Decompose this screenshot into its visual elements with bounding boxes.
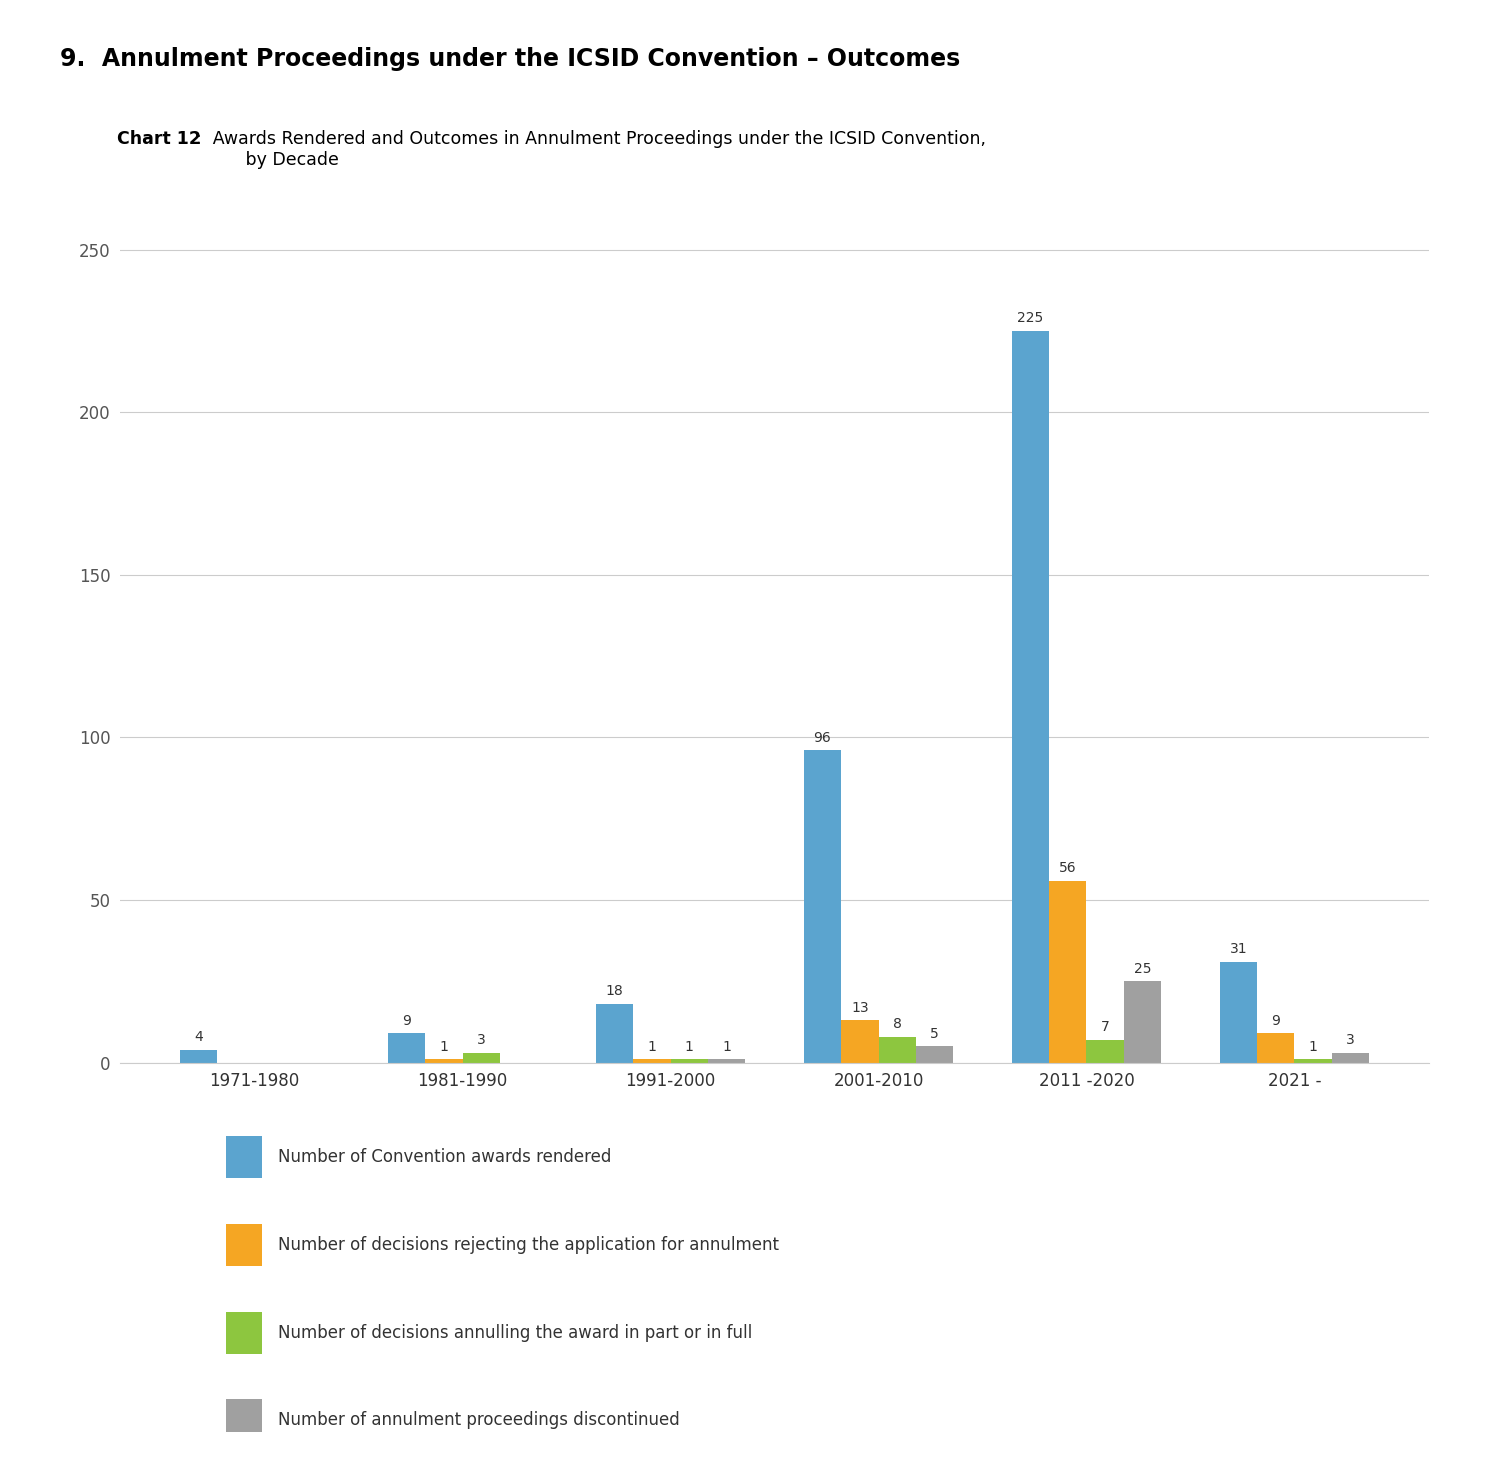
- Bar: [1123, 982, 1161, 1063]
- Text: 56: 56: [1059, 861, 1077, 875]
- Text: Number of decisions rejecting the application for annulment: Number of decisions rejecting the applic…: [278, 1235, 779, 1255]
- Text: Number of annulment proceedings discontinued: Number of annulment proceedings disconti…: [278, 1411, 680, 1429]
- Text: 13: 13: [851, 1001, 869, 1014]
- Bar: [1220, 962, 1257, 1063]
- Text: :  Awards Rendered and Outcomes in Annulment Proceedings under the ICSID Convent: : Awards Rendered and Outcomes in Annulm…: [196, 130, 985, 168]
- Text: Chart 12: Chart 12: [117, 130, 202, 148]
- Text: 25: 25: [1134, 961, 1152, 976]
- Text: 5: 5: [931, 1027, 938, 1041]
- Text: 96: 96: [814, 731, 832, 744]
- Bar: [180, 1049, 217, 1063]
- Bar: [1257, 1033, 1295, 1063]
- Bar: [226, 1399, 262, 1442]
- Bar: [426, 1060, 463, 1063]
- Text: 1: 1: [722, 1039, 731, 1054]
- Bar: [226, 1312, 262, 1353]
- Bar: [226, 1224, 262, 1266]
- Bar: [633, 1060, 671, 1063]
- Bar: [803, 750, 841, 1063]
- Text: 3: 3: [477, 1033, 486, 1046]
- Text: Number of Convention awards rendered: Number of Convention awards rendered: [278, 1148, 612, 1166]
- Bar: [1012, 331, 1050, 1063]
- Text: 3: 3: [1346, 1033, 1355, 1046]
- Text: 1: 1: [647, 1039, 656, 1054]
- Bar: [1050, 881, 1086, 1063]
- Bar: [1295, 1060, 1333, 1063]
- Bar: [388, 1033, 426, 1063]
- Text: 225: 225: [1017, 311, 1044, 325]
- Text: 31: 31: [1229, 942, 1247, 956]
- Bar: [1086, 1041, 1123, 1063]
- Text: Number of decisions annulling the award in part or in full: Number of decisions annulling the award …: [278, 1324, 752, 1342]
- Bar: [671, 1060, 708, 1063]
- Bar: [878, 1036, 916, 1063]
- Bar: [226, 1137, 262, 1178]
- Text: 18: 18: [606, 984, 623, 998]
- Bar: [463, 1052, 499, 1063]
- Text: 4: 4: [194, 1030, 203, 1044]
- Text: 9.  Annulment Proceedings under the ICSID Convention – Outcomes: 9. Annulment Proceedings under the ICSID…: [60, 47, 961, 71]
- Text: 9: 9: [402, 1014, 411, 1027]
- Text: 7: 7: [1101, 1020, 1110, 1035]
- Bar: [1333, 1052, 1369, 1063]
- Text: 9: 9: [1271, 1014, 1280, 1027]
- Text: 1: 1: [1308, 1039, 1318, 1054]
- Bar: [708, 1060, 746, 1063]
- Bar: [916, 1046, 954, 1063]
- Bar: [596, 1004, 633, 1063]
- Text: 1: 1: [684, 1039, 693, 1054]
- Text: 1: 1: [439, 1039, 448, 1054]
- Text: 8: 8: [893, 1017, 902, 1030]
- Bar: [841, 1020, 878, 1063]
